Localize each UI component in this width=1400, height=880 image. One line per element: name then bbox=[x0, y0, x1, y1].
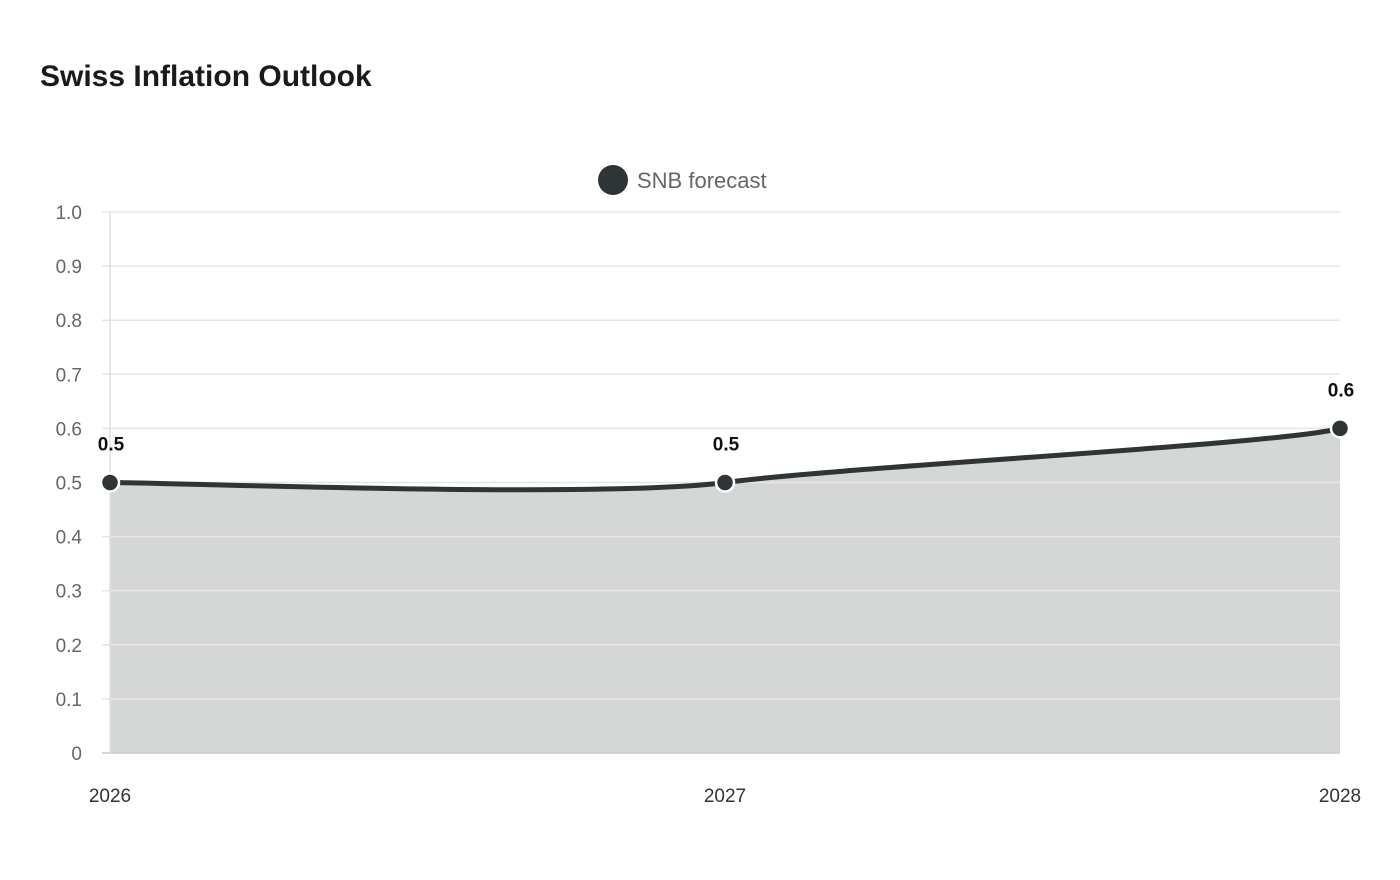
y-tick-label: 0.2 bbox=[56, 636, 82, 657]
y-tick-label: 0.5 bbox=[56, 474, 82, 495]
legend-label: SNB forecast bbox=[637, 168, 767, 193]
y-tick-label: 0.6 bbox=[56, 419, 82, 440]
chart-title: Swiss Inflation Outlook bbox=[40, 60, 372, 93]
y-tick-label: 0 bbox=[71, 744, 82, 765]
y-tick-label: 0.9 bbox=[56, 257, 82, 278]
data-point bbox=[99, 472, 121, 493]
x-tick-label: 2027 bbox=[704, 786, 746, 807]
data-label: 0.5 bbox=[98, 435, 125, 456]
legend-marker-icon bbox=[598, 165, 628, 195]
x-tick-label: 2026 bbox=[89, 786, 131, 807]
y-tick-label: 0.7 bbox=[56, 365, 82, 386]
data-label: 0.5 bbox=[713, 435, 740, 456]
legend: SNB forecast bbox=[598, 165, 767, 195]
data-point bbox=[714, 472, 736, 493]
y-tick-label: 0.8 bbox=[56, 311, 82, 332]
y-tick-label: 0.4 bbox=[56, 528, 83, 549]
data-label: 0.6 bbox=[1328, 380, 1354, 401]
data-point bbox=[1329, 418, 1351, 439]
x-tick-label: 2028 bbox=[1319, 786, 1361, 807]
y-tick-label: 0.1 bbox=[56, 690, 82, 711]
y-tick-label: 0.3 bbox=[56, 582, 82, 603]
y-tick-label: 1.0 bbox=[56, 203, 82, 224]
